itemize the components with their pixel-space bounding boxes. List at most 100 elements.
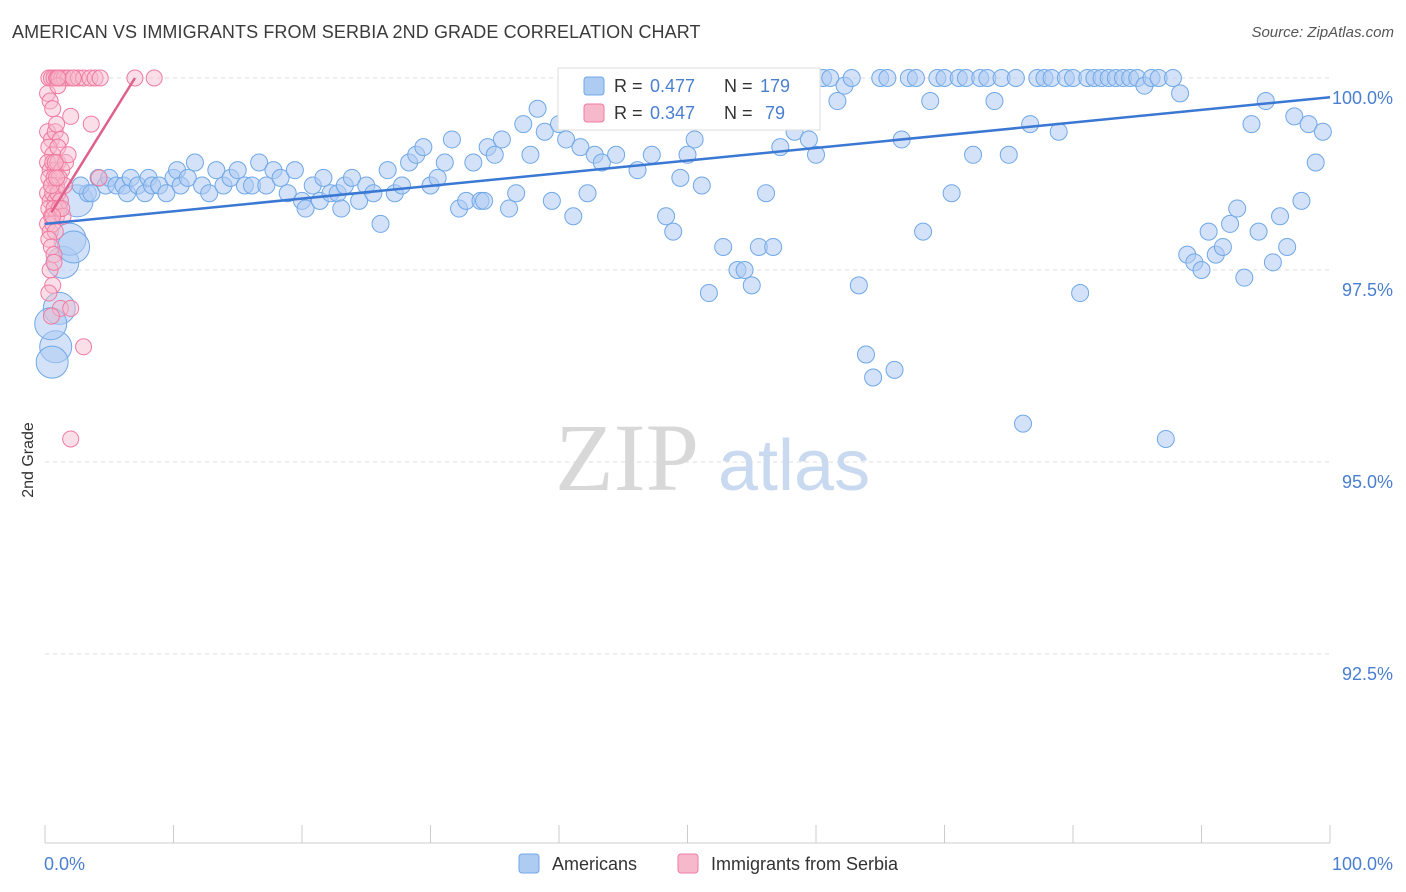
serbia-point [90,169,108,187]
americans-point [607,145,626,164]
americans-point [1228,199,1247,218]
legend-r-value-serbia: 0.347 [650,103,695,123]
americans-point [414,138,433,157]
americans-point [699,284,718,303]
legend-n-value-serbia: 79 [760,103,785,123]
americans-point [342,168,361,187]
serbia-point [45,253,63,271]
americans-point [742,276,761,295]
americans-point [378,161,397,180]
serbia-point [40,284,58,302]
americans-point [864,368,883,387]
x-tick-label-end: 100.0% [1332,854,1393,874]
americans-point [714,237,733,256]
americans-point [514,115,533,134]
americans-point [528,99,547,118]
y-axis-label: 2nd Grade [20,422,37,498]
americans-point [1156,429,1175,448]
serbia-point [91,69,109,87]
americans-point [228,161,247,180]
serbia-point [59,146,77,164]
americans-point [1171,84,1190,103]
serbia-point [62,107,80,125]
americans-point [878,69,897,87]
americans-point [271,168,290,187]
serbia-point [75,69,93,87]
americans-point [842,69,861,87]
legend-n-label-serbia: N = [724,103,753,123]
americans-point [1313,122,1332,141]
americans-point [435,153,454,172]
americans-point [664,222,683,241]
americans-point [1192,261,1211,279]
americans-point [964,145,983,164]
serbia-point [82,115,100,133]
americans-trend-line [44,95,1331,226]
americans-point [985,92,1004,111]
americans-point [692,176,711,195]
americans-point [849,276,868,295]
americans-point [285,161,304,180]
americans-point [764,237,783,256]
legend-r-label-americans: R = [614,76,643,96]
americans-point [942,184,961,203]
axes [44,825,1331,844]
americans-point [1213,237,1232,256]
americans-point [1221,214,1240,233]
americans-point [757,184,776,203]
americans-point [257,176,276,195]
americans-point [1263,253,1282,272]
americans-point [1299,115,1318,134]
americans-point [492,130,511,149]
americans-point [999,145,1018,164]
bottom-legend-swatch-americans [518,853,540,874]
americans-point [1285,107,1304,126]
americans-point [657,207,676,226]
americans-point [332,199,351,218]
americans-point [296,199,315,218]
americans-point [82,184,101,203]
americans-point [185,153,204,172]
americans-point [735,261,754,279]
serbia-point [44,100,62,118]
serbia-point [49,69,67,87]
americans-point [178,168,197,187]
americans-point [475,191,494,210]
serbia-point [62,430,80,448]
americans-point [507,184,526,203]
watermark-zip: ZIP [555,404,699,511]
y-tick-labels: 100.0% 97.5% 95.0% 92.5% [1332,88,1393,684]
americans-point [1071,284,1090,303]
serbia-points [39,69,163,448]
y-tick-label-3: 92.5% [1342,664,1393,684]
americans-point [685,130,704,149]
watermark-atlas: atlas [718,426,870,506]
legend-swatch-serbia [583,103,605,123]
y-tick-label-2: 95.0% [1342,472,1393,492]
serbia-point [75,338,93,356]
americans-point [856,345,875,364]
trend-lines [44,77,1331,226]
bottom-legend-serbia: Immigrants from Serbia [711,854,899,874]
legend-r-label-serbia: R = [614,103,643,123]
americans-point [485,145,504,164]
americans-point [828,92,847,111]
serbia-point [46,153,64,171]
americans-point [642,145,661,164]
americans-point [278,184,297,203]
americans-point [1021,115,1040,134]
americans-point [564,207,583,226]
americans-point [500,199,519,218]
serbia-point [145,69,163,87]
americans-point [821,69,840,87]
serbia-point [64,69,82,87]
y-tick-label-1: 97.5% [1342,280,1393,300]
serbia-point [42,307,60,325]
source-credit: Source: ZipAtlas.com [1251,24,1394,41]
americans-point [571,138,590,157]
legend-n-value-americans: 179 [760,76,790,96]
bottom-legend-swatch-serbia [677,853,699,874]
americans-point [1235,268,1254,287]
americans-point [392,176,411,195]
legend-r-value-americans: 0.477 [650,76,695,96]
